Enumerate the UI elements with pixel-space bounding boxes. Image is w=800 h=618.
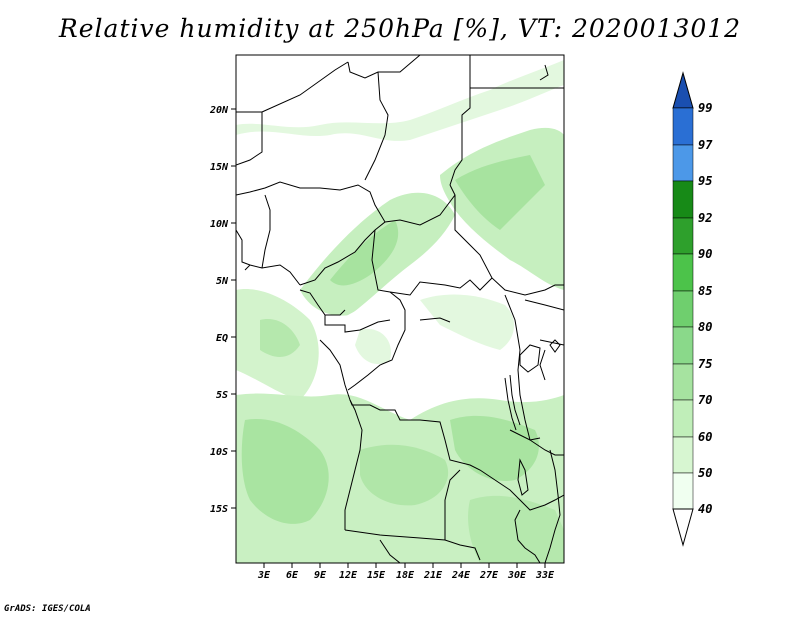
colorbar-segment (672, 326, 694, 365)
colorbar-segment (672, 253, 694, 292)
lon-tick-label: 18E (396, 570, 415, 581)
colorbar-segment (672, 472, 694, 510)
lon-tick-label: 21E (423, 570, 443, 581)
lon-tick-label: 24E (451, 570, 471, 581)
colorbar-label: 50 (698, 466, 712, 480)
lon-tick-label: 30E (507, 570, 527, 581)
lat-tick-label: 15S (210, 504, 228, 515)
lon-axis (263, 563, 546, 568)
colorbar (672, 71, 694, 547)
colorbar-label: 60 (698, 430, 712, 444)
chart-title: Relative humidity at 250hPa [%], VT: 202… (58, 14, 742, 43)
colorbar-label: 95 (698, 174, 712, 188)
colorbar-label: 99 (698, 101, 712, 115)
colorbar-top-arrow (672, 71, 694, 109)
colorbar-label: 40 (698, 502, 712, 516)
colorbar-label: 70 (698, 393, 712, 407)
lat-tick-label: 5N (216, 276, 229, 287)
plot-frame (235, 54, 565, 564)
lat-tick-label: 15N (210, 162, 229, 173)
colorbar-bottom-arrow (672, 508, 694, 547)
colorbar-segment (672, 144, 694, 182)
lat-axis (231, 108, 236, 509)
lon-tick-label: 12E (339, 570, 358, 581)
lat-tick-label: 20N (209, 105, 229, 116)
colorbar-label: 97 (698, 138, 713, 152)
lon-tick-label: 9E (314, 570, 327, 581)
lakes (419, 64, 561, 496)
lat-tick-label: EQ (216, 333, 228, 344)
colorbar-label: 80 (698, 320, 712, 334)
footer-credit: GrADS: IGES/COLA (4, 604, 91, 614)
lat-tick-label: 10N (210, 219, 229, 230)
colorbar-segment (672, 290, 694, 328)
colorbar-segment (672, 180, 694, 219)
country-borders (236, 55, 564, 563)
lon-tick-label: 3E (257, 570, 271, 581)
colorbar-segment (672, 107, 694, 146)
colorbar-label: 85 (698, 284, 712, 298)
lon-tick-label: 27E (479, 570, 499, 581)
lon-tick-label: 15E (367, 570, 386, 581)
colorbar-label: 90 (698, 247, 712, 261)
lon-tick-label: 33E (535, 570, 555, 581)
colorbar-segment (672, 363, 694, 401)
colorbar-segment (672, 436, 694, 474)
colorbar-segment (672, 217, 694, 255)
lon-tick-label: 6E (286, 570, 299, 581)
lat-tick-label: 10S (210, 447, 228, 458)
humidity-shading (236, 55, 564, 563)
colorbar-label: 92 (698, 211, 712, 225)
colorbar-segment (672, 399, 694, 438)
lat-tick-label: 5S (216, 390, 228, 401)
colorbar-label: 75 (698, 357, 712, 371)
